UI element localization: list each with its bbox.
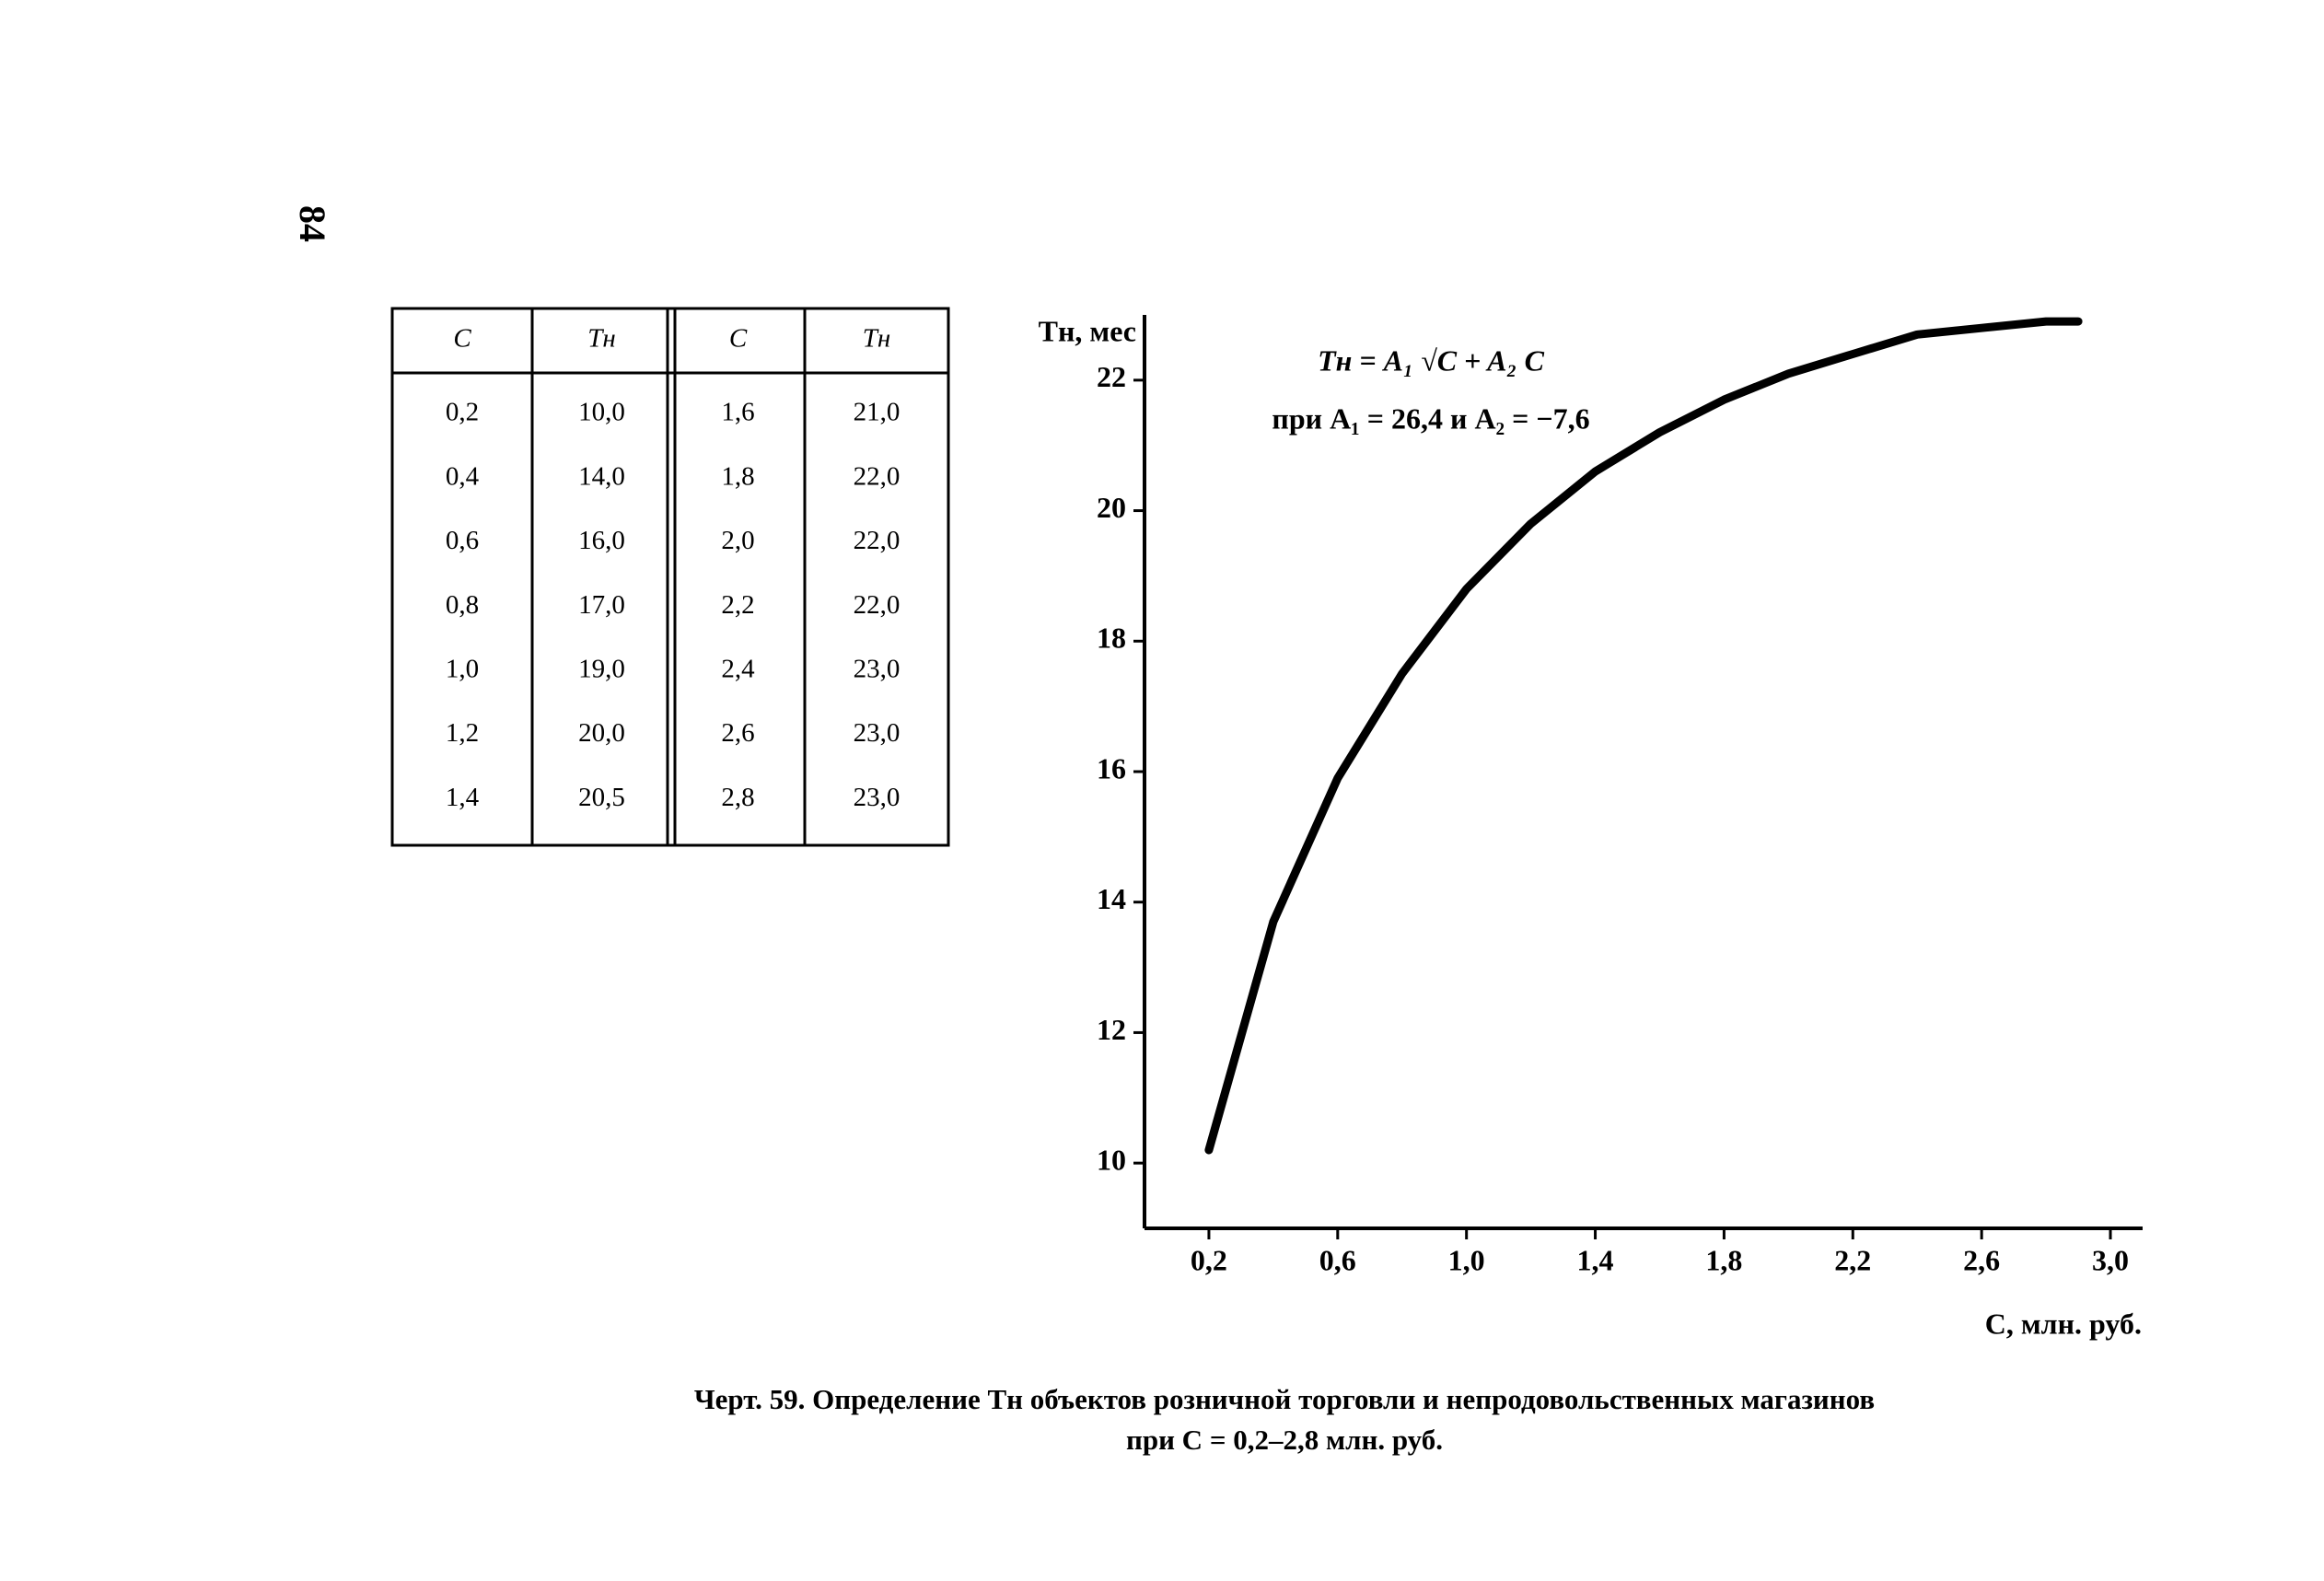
table-cell: 1,2 — [446, 718, 479, 748]
y-tick-label: 12 — [1097, 1013, 1126, 1046]
y-tick-label: 18 — [1097, 622, 1126, 655]
x-axis-title: C, млн. руб. — [1985, 1307, 2142, 1340]
table-cell: 0,8 — [446, 590, 479, 620]
table-cell: 2,2 — [721, 590, 754, 620]
caption: Черт. 59. Определение Tн объектов рознич… — [694, 1383, 1875, 1415]
table-cell: 20,0 — [578, 718, 625, 748]
table-cell: 1,4 — [446, 783, 480, 812]
table-cell: 23,0 — [854, 654, 901, 683]
table-cell: 2,6 — [721, 718, 754, 748]
table-cell: 10,0 — [578, 398, 625, 427]
x-tick-label: 1,4 — [1577, 1243, 1614, 1276]
y-tick-label: 20 — [1097, 491, 1126, 524]
y-tick-label: 10 — [1097, 1143, 1126, 1176]
table-cell: 16,0 — [578, 526, 625, 555]
table-cell: 0,4 — [446, 461, 480, 491]
table-cell: 21,0 — [854, 398, 901, 427]
x-tick-label: 0,6 — [1319, 1243, 1356, 1276]
table-cell: 2,0 — [721, 526, 754, 555]
x-tick-label: 0,2 — [1191, 1243, 1227, 1276]
table-cell: 23,0 — [854, 718, 901, 748]
table-cell: 0,2 — [446, 398, 479, 427]
table-header: Tн — [587, 324, 616, 354]
x-tick-label: 2,2 — [1834, 1243, 1871, 1276]
page-number: 84 — [292, 205, 333, 242]
formula: при A₁ = 26,4 и A₂ = −7,6 — [1272, 401, 1589, 435]
x-tick-label: 1,8 — [1705, 1243, 1742, 1276]
table-header: C — [453, 324, 471, 354]
table-cell: 0,6 — [446, 526, 479, 555]
table-cell: 1,0 — [446, 654, 479, 683]
y-tick-label: 16 — [1097, 751, 1126, 785]
table-cell: 2,4 — [721, 654, 755, 683]
table-cell: 23,0 — [854, 783, 901, 812]
caption: при C = 0,2–2,8 млн. руб. — [1126, 1424, 1443, 1456]
x-tick-label: 1,0 — [1448, 1243, 1485, 1276]
table-cell: 20,5 — [578, 783, 625, 812]
table-border — [390, 307, 950, 847]
table-cell: 22,0 — [854, 526, 901, 555]
x-tick-label: 3,0 — [2092, 1243, 2129, 1276]
table-cell: 1,6 — [721, 398, 754, 427]
y-axis-title: Tн, мес — [1039, 314, 1136, 347]
x-tick-label: 2,6 — [1963, 1243, 2000, 1276]
table-header: Tн — [863, 324, 891, 354]
table-cell: 17,0 — [578, 590, 625, 620]
table-cell: 1,8 — [721, 461, 754, 491]
table-cell: 14,0 — [578, 461, 625, 491]
y-tick-label: 22 — [1097, 360, 1126, 393]
table-cell: 22,0 — [854, 461, 901, 491]
formula: Tн = A₁ √C + A₂ C — [1318, 343, 1545, 377]
table-cell: 19,0 — [578, 654, 625, 683]
table-cell: 22,0 — [854, 590, 901, 620]
table-cell: 2,8 — [721, 783, 754, 812]
curve — [1204, 317, 2083, 1155]
y-tick-label: 14 — [1097, 882, 1126, 915]
table-header: C — [729, 324, 748, 354]
